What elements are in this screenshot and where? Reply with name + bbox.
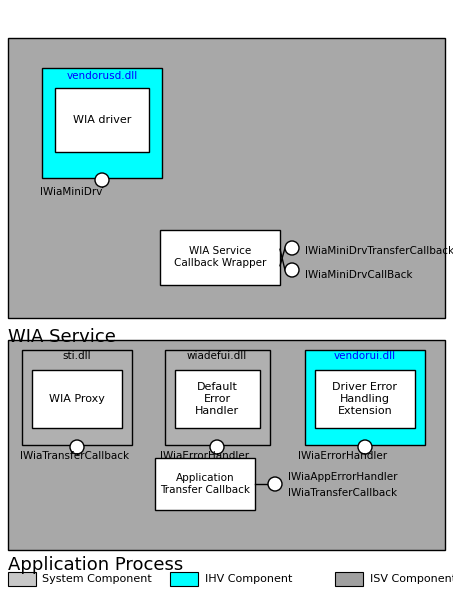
Bar — [175, 370, 260, 428]
Text: IWiaMiniDrvCallBack: IWiaMiniDrvCallBack — [305, 270, 413, 280]
Bar — [32, 370, 122, 428]
Bar — [8, 340, 445, 550]
Circle shape — [268, 477, 282, 491]
Text: IWiaAppErrorHandler: IWiaAppErrorHandler — [288, 472, 397, 482]
Bar — [170, 572, 198, 586]
Bar — [42, 68, 162, 178]
Text: WIA Proxy: WIA Proxy — [49, 394, 105, 404]
Text: IWiaErrorHandler: IWiaErrorHandler — [298, 451, 387, 461]
Text: ISV Component: ISV Component — [370, 574, 453, 584]
Circle shape — [285, 263, 299, 277]
Bar — [165, 350, 270, 445]
Text: wiadefui.dll: wiadefui.dll — [187, 351, 247, 361]
Text: IWiaTransferCallback: IWiaTransferCallback — [20, 451, 129, 461]
Text: IWiaMiniDrv: IWiaMiniDrv — [40, 187, 102, 197]
Bar — [55, 88, 149, 152]
Text: IWiaErrorHandler: IWiaErrorHandler — [160, 451, 249, 461]
Bar — [305, 350, 425, 445]
Bar — [160, 230, 280, 285]
Bar — [155, 458, 255, 510]
Bar — [335, 572, 363, 586]
Bar — [315, 370, 415, 428]
Circle shape — [358, 440, 372, 454]
Text: sti.dll: sti.dll — [63, 351, 92, 361]
Bar — [8, 38, 445, 318]
Text: vendorusd.dll: vendorusd.dll — [67, 71, 138, 81]
Text: vendorui.dll: vendorui.dll — [334, 351, 396, 361]
Text: System Component: System Component — [42, 574, 152, 584]
Text: Application
Transfer Callback: Application Transfer Callback — [160, 473, 250, 495]
Text: Application Process: Application Process — [8, 556, 183, 574]
Circle shape — [210, 440, 224, 454]
Text: WIA Service
Callback Wrapper: WIA Service Callback Wrapper — [174, 246, 266, 268]
Circle shape — [95, 173, 109, 187]
Text: IWiaMiniDrvTransferCallback: IWiaMiniDrvTransferCallback — [305, 246, 453, 256]
Text: IHV Component: IHV Component — [205, 574, 292, 584]
Text: WIA Service: WIA Service — [8, 328, 116, 346]
Bar — [22, 350, 132, 445]
Text: Driver Error
Handling
Extension: Driver Error Handling Extension — [333, 382, 397, 416]
Circle shape — [70, 440, 84, 454]
Text: IWiaTransferCallback: IWiaTransferCallback — [288, 488, 397, 498]
Text: WIA driver: WIA driver — [73, 115, 131, 125]
Circle shape — [285, 241, 299, 255]
Text: Default
Error
Handler: Default Error Handler — [195, 382, 239, 416]
Bar — [8, 572, 36, 586]
